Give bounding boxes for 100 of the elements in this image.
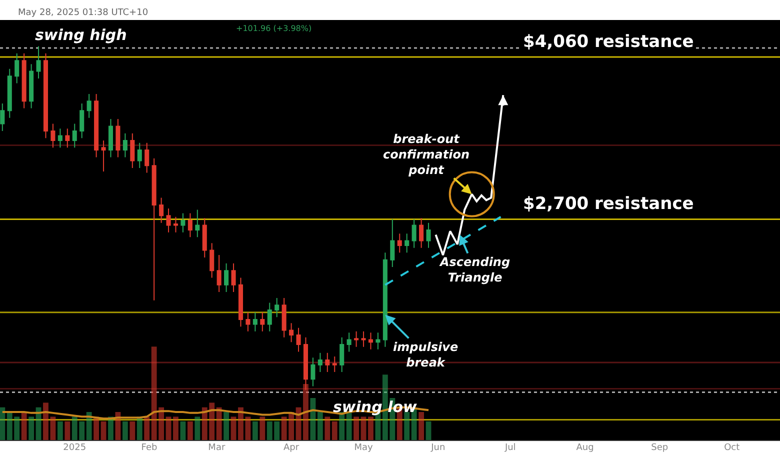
x-tick-label: May: [354, 443, 374, 453]
bar: [166, 416, 172, 440]
candlestick: [72, 123, 77, 148]
candlestick: [50, 123, 56, 148]
candlestick: [361, 330, 366, 348]
candlestick: [318, 352, 322, 372]
x-tick-label: Jul: [504, 443, 516, 453]
x-tick-label: Aug: [576, 443, 594, 453]
annotation: impulsive break: [393, 340, 458, 370]
bar: [354, 416, 359, 440]
candlestick: [173, 216, 178, 233]
bar: [158, 407, 164, 440]
candlestick: [216, 254, 222, 293]
candlestick: [246, 312, 250, 332]
bar: [64, 421, 70, 440]
bar: [180, 421, 186, 440]
x-tick-label: 2025: [63, 443, 86, 453]
candlestick: [137, 142, 142, 168]
bar: [144, 416, 150, 440]
bar: [224, 412, 229, 440]
candlestick: [252, 312, 258, 332]
bar: [404, 412, 410, 440]
candlestick: [94, 93, 99, 158]
bar: [173, 416, 178, 440]
candlestick: [29, 64, 34, 109]
bar: [360, 416, 366, 440]
ref-line-label: $2,700 resistance: [523, 194, 694, 214]
candlestick: [108, 118, 114, 158]
candlestick: [368, 332, 374, 350]
bar: [72, 416, 78, 440]
bar: [100, 421, 106, 440]
bar: [79, 421, 85, 440]
bar: [209, 402, 215, 440]
annotation: +101.96 (+3.98%): [236, 24, 312, 33]
candlestick: [7, 68, 12, 118]
candlestick: [310, 357, 316, 387]
candlestick: [202, 218, 207, 258]
candlestick: [80, 103, 84, 139]
candlestick: [188, 212, 192, 238]
x-tick-label: Sep: [651, 443, 668, 453]
candlestick: [180, 212, 186, 233]
candlestick: [43, 52, 48, 139]
bar: [274, 421, 280, 440]
bar: [368, 416, 374, 440]
candlestick: [36, 46, 41, 79]
annotation: swing high: [35, 26, 127, 44]
bar: [57, 421, 63, 440]
bar: [332, 421, 338, 440]
bar: [260, 416, 266, 440]
candlestick: [426, 222, 431, 248]
bar: [0, 407, 6, 440]
bar: [245, 416, 251, 440]
candlestick: [289, 322, 294, 343]
bar: [6, 412, 12, 440]
candlestick: [122, 132, 128, 158]
candlestick: [325, 352, 330, 372]
candlestick: [152, 158, 156, 301]
bar: [130, 421, 136, 440]
annotation: break-out confirmation point: [383, 132, 470, 178]
bar: [94, 416, 99, 440]
bar: [324, 416, 330, 440]
x-tick-label: Apr: [284, 443, 300, 453]
bar: [418, 412, 424, 440]
bar: [187, 421, 193, 440]
candlestick: [267, 302, 272, 332]
bar: [108, 416, 114, 440]
candlestick: [238, 277, 244, 328]
candlestick: [159, 197, 164, 224]
bar: [266, 421, 272, 440]
x-tick-label: Jun: [430, 443, 446, 453]
x-tick-label: Mar: [208, 443, 226, 453]
candlestick: [282, 298, 286, 338]
bar: [281, 416, 287, 440]
bar: [317, 412, 323, 440]
candlestick: [65, 128, 70, 148]
bar: [252, 421, 258, 440]
x-tick-label: Oct: [724, 443, 740, 453]
candlestick: [412, 218, 416, 248]
candlestick: [231, 262, 236, 293]
bar: [43, 402, 48, 440]
candlestick: [0, 103, 5, 132]
text: May 28, 2025 01:38 UTC+10: [18, 8, 148, 18]
bar: [288, 412, 294, 440]
candlestick: [101, 140, 106, 172]
candlestick: [397, 233, 402, 254]
candlestick: [340, 336, 344, 372]
candlestick: [166, 208, 171, 233]
candlestick: [332, 356, 337, 372]
candlestick: [404, 233, 410, 254]
candlestick: [354, 330, 359, 348]
candlestick: [419, 218, 424, 248]
candlestick: [86, 93, 92, 118]
x-tick-label: Feb: [141, 443, 158, 453]
candlestick: [376, 332, 380, 350]
bar: [194, 416, 200, 440]
candlestick: [224, 262, 229, 293]
bar: [202, 407, 208, 440]
bar: [21, 412, 27, 440]
ref-line-label: $4,060 resistance: [523, 32, 694, 52]
candlestick: [260, 312, 265, 332]
